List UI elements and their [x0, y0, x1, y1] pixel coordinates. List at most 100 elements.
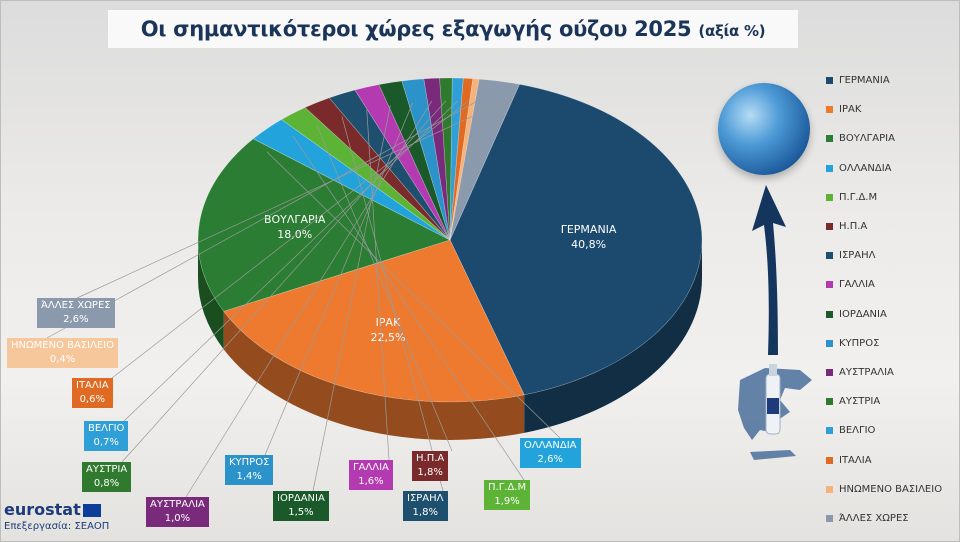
callout-label: ΑΥΣΤΡΙΑ	[86, 464, 128, 475]
callout-ΙΤΑΛΙΑ: ΙΤΑΛΙΑ 0,6%	[72, 378, 113, 408]
processing-credit: Επεξεργασία: ΣΕΑΟΠ	[4, 521, 110, 532]
legend-label: ΑΥΣΤΡΙΑ	[839, 396, 881, 408]
legend-label: Π.Γ.Δ.Μ	[839, 191, 878, 203]
slice-ΆΛΛΕΣ ΧΩΡΕΣ	[449, 78, 520, 241]
legend-item: ΓΑΛΛΙΑ	[826, 270, 960, 299]
legend-swatch	[826, 398, 833, 406]
legend-label: ΑΥΣΤΡΑΛΙΑ	[839, 366, 894, 378]
callout-label: Π.Γ.Δ.Μ	[488, 482, 527, 493]
legend-item: ΙΣΡΑΗΛ	[826, 241, 960, 270]
globe-icon	[718, 83, 810, 175]
callout-value: 0,4%	[49, 354, 76, 365]
callout-label: ΑΥΣΤΡΑΛΙΑ	[150, 499, 205, 510]
slice-ΙΟΡΔΑΝΙΑ	[378, 80, 451, 241]
legend-label: ΆΛΛΕΣ ΧΩΡΕΣ	[839, 512, 909, 524]
legend-swatch	[826, 485, 833, 493]
legend-label: ΓΑΛΛΙΑ	[839, 279, 875, 291]
legend-label: ΙΤΑΛΙΑ	[839, 454, 872, 466]
leader-line	[111, 100, 469, 379]
legend-label: ΒΕΛΓΙΟ	[839, 425, 876, 437]
callout-value: 0,7%	[93, 437, 119, 448]
legend-swatch	[826, 164, 833, 172]
callout-ΚΥΠΡΟΣ: ΚΥΠΡΟΣ 1,4%	[225, 455, 274, 485]
legend-swatch	[826, 514, 833, 522]
callout-label: ΙΟΡΔΑΝΙΑ	[277, 493, 325, 504]
slice-ΒΟΥΛΓΑΡΙΑ	[197, 138, 451, 312]
title-unit: (αξία %)	[698, 22, 766, 40]
legend-label: ΙΣΡΑΗΛ	[839, 250, 876, 262]
callout-label: ΓΑΛΛΙΑ	[353, 462, 389, 473]
legend-item: ΓΕΡΜΑΝΙΑ	[826, 66, 960, 95]
callout-label: ΗΝΩΜΕΝΟ ΒΑΣΙΛΕΙΟ	[11, 340, 115, 351]
callout-ΒΕΛΓΙΟ: ΒΕΛΓΙΟ 0,7%	[84, 421, 129, 451]
pie-top	[197, 77, 703, 403]
leader-line	[185, 101, 433, 498]
legend-item: ΙΤΑΛΙΑ	[826, 445, 960, 474]
legend-label: ΙΟΡΔΑΝΙΑ	[839, 308, 887, 320]
slice-side	[223, 311, 525, 440]
callout-value: 1,0%	[164, 513, 191, 524]
legend-swatch	[826, 456, 833, 464]
legend-item: ΟΛΛΑΝΔΙΑ	[826, 154, 960, 183]
legend-item: ΙΡΑΚ	[826, 95, 960, 124]
leader-line	[292, 135, 525, 481]
legend-item: Π.Γ.Δ.Μ	[826, 183, 960, 212]
callout-ΑΥΣΤΡΙΑ: ΑΥΣΤΡΙΑ 0,8%	[82, 462, 132, 492]
callout-value: 1,6%	[358, 476, 384, 487]
callout-ΗΝΩΜΕΝΟ ΒΑΣΙΛΕΙΟ: ΗΝΩΜΕΝΟ ΒΑΣΙΛΕΙΟ 0,4%	[7, 338, 119, 368]
slice-value-label: 40,8%	[571, 238, 606, 251]
pie-side-walls	[198, 240, 702, 440]
chart-title: Οι σημαντικότεροι χώρες εξαγωγής ούζου 2…	[141, 17, 766, 41]
slice-value-label: 22,5%	[371, 331, 406, 344]
legend-item: ΗΝΩΜΕΝΟ ΒΑΣΙΛΕΙΟ	[826, 475, 960, 504]
greece-map-icon	[738, 364, 812, 460]
callout-label: ΚΥΠΡΟΣ	[229, 457, 270, 468]
legend-swatch	[826, 193, 833, 201]
callout-value: 1,5%	[288, 507, 314, 518]
leader-line	[366, 109, 390, 461]
slice-label: ΓΕΡΜΑΝΙΑ	[561, 223, 617, 236]
leader-line	[264, 102, 414, 456]
legend-item: ΑΥΣΤΡΙΑ	[826, 387, 960, 416]
callout-label: ΙΣΡΑΗΛ	[407, 493, 444, 504]
callout-value: 2,6%	[537, 454, 563, 465]
legend-label: ΗΝΩΜΕΝΟ ΒΑΣΙΛΕΙΟ	[839, 483, 943, 495]
callout-ΆΛΛΕΣ ΧΩΡΕΣ: ΆΛΛΕΣ ΧΩΡΕΣ 2,6%	[37, 298, 115, 328]
slice-label: ΙΡΑΚ	[376, 316, 401, 329]
slice-ΚΥΠΡΟΣ	[401, 78, 451, 241]
slice-ΓΑΛΛΙΑ	[354, 84, 451, 241]
callout-leader-lines	[46, 100, 561, 498]
title-bar: Οι σημαντικότεροι χώρες εξαγωγής ούζου 2…	[108, 10, 798, 48]
slice-ΗΝΩΜΕΝΟ ΒΑΣΙΛΕΙΟ	[449, 78, 480, 241]
leader-line	[123, 100, 459, 422]
leader-line	[316, 125, 453, 452]
legend-item: ΙΟΡΔΑΝΙΑ	[826, 300, 960, 329]
leader-line	[341, 116, 444, 492]
legend-swatch	[826, 368, 833, 376]
callout-value: 1,9%	[494, 496, 520, 507]
callout-value: 1,8%	[417, 467, 443, 478]
slice-ΒΕΛΓΙΟ	[449, 77, 464, 241]
callout-value: 1,4%	[236, 471, 262, 482]
legend-item: Η.Π.Α	[826, 212, 960, 241]
slice-ΙΣΡΑΗΛ	[328, 89, 451, 241]
callout-label: Η.Π.Α	[416, 453, 445, 464]
slice-side	[198, 240, 224, 350]
callout-label: ΒΕΛΓΙΟ	[88, 423, 125, 434]
legend-item: ΒΕΛΓΙΟ	[826, 416, 960, 445]
callout-value: 2,6%	[63, 314, 89, 325]
callout-label: ΆΛΛΕΣ ΧΩΡΕΣ	[41, 300, 111, 311]
slice-ΓΕΡΜΑΝΙΑ	[449, 83, 703, 396]
eu-flag-icon	[82, 504, 101, 517]
leader-line	[76, 103, 500, 299]
legend-swatch	[826, 427, 833, 435]
legend-swatch	[826, 339, 833, 347]
legend-label: ΒΟΥΛΓΑΡΙΑ	[839, 133, 895, 145]
callout-ΓΑΛΛΙΑ: ΓΑΛΛΙΑ 1,6%	[349, 460, 393, 490]
callout-label: ΟΛΛΑΝΔΙΑ	[524, 440, 577, 451]
legend-item: ΚΥΠΡΟΣ	[826, 329, 960, 358]
leader-line	[266, 151, 561, 439]
legend-swatch	[826, 252, 833, 260]
callout-Η.Π.Α: Η.Π.Α 1,8%	[412, 451, 449, 481]
